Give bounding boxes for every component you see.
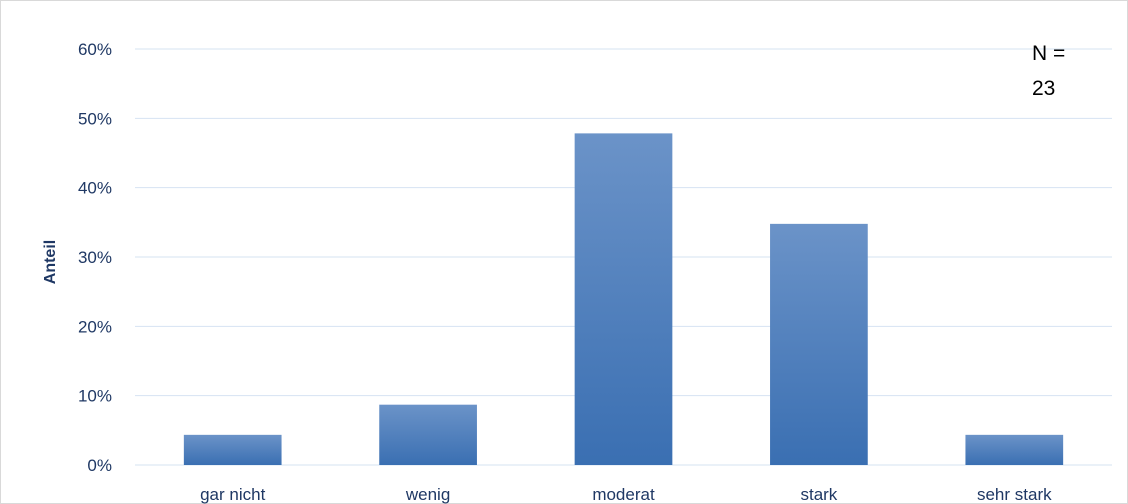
x-axis-category-labels: gar nicht wenig moderat stark sehr stark <box>200 485 1052 504</box>
y-tick-label: 40% <box>78 179 112 198</box>
y-tick-label: 0% <box>87 456 112 475</box>
y-tick-label: 30% <box>78 248 112 267</box>
bar-sehr-stark <box>965 434 1064 465</box>
bar-stark <box>770 223 868 465</box>
x-category-label: wenig <box>405 485 450 504</box>
bars <box>183 133 1064 465</box>
y-tick-label: 50% <box>78 109 112 128</box>
y-tick-label: 10% <box>78 387 112 406</box>
bar-wenig <box>379 404 477 465</box>
x-category-label: sehr stark <box>977 485 1052 504</box>
y-tick-label: 20% <box>78 317 112 336</box>
bar-gar-nicht <box>183 434 282 465</box>
y-tick-label: 60% <box>78 40 112 59</box>
x-category-label: moderat <box>592 485 655 504</box>
bar-moderat <box>574 133 673 465</box>
y-axis-title: Anteil <box>42 240 59 284</box>
sample-size-label-line1: N = <box>1032 42 1065 65</box>
x-category-label: stark <box>800 485 837 504</box>
x-category-label: gar nicht <box>200 485 265 504</box>
y-axis-tick-labels: 0% 10% 20% 30% 40% 50% 60% <box>78 40 112 475</box>
sample-size-annotation: N = 23 <box>1032 42 1065 100</box>
sample-size-label-line2: 23 <box>1032 77 1055 100</box>
